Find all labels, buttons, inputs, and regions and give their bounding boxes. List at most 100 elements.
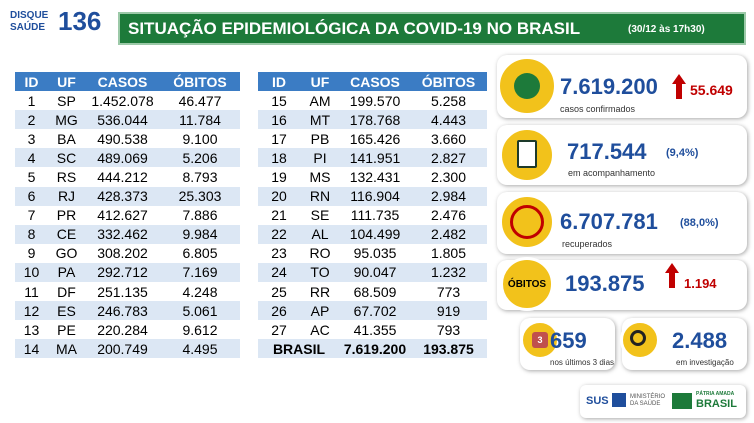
column-header: UF bbox=[57, 73, 76, 90]
cell: 19 bbox=[271, 168, 287, 185]
ministry: MINISTÉRIO DA SAÚDE bbox=[630, 394, 666, 407]
table-row: 26 AP 67.702 919 bbox=[258, 301, 487, 321]
cell: 25.303 bbox=[178, 188, 222, 205]
indicator-percent: (9,4%) bbox=[666, 147, 699, 159]
column-header: ID bbox=[24, 73, 39, 90]
cell: 199.570 bbox=[349, 92, 401, 109]
column-header: CASOS bbox=[97, 73, 148, 90]
cell: 68.509 bbox=[353, 283, 397, 300]
cell: 46.477 bbox=[178, 92, 222, 109]
table-row: 22 AL 104.499 2.482 bbox=[258, 224, 487, 244]
table-row: 17 PB 165.426 3.660 bbox=[258, 129, 487, 149]
cell: 490.538 bbox=[97, 130, 148, 147]
column-header: UF bbox=[310, 73, 330, 90]
table-row: 16 MT 178.768 4.443 bbox=[258, 110, 487, 130]
indicator-label: recuperados bbox=[562, 239, 613, 249]
table-row: 4 SC 489.069 5.206 bbox=[15, 148, 240, 168]
cell: 200.749 bbox=[97, 340, 148, 357]
cell: 3.660 bbox=[430, 130, 467, 147]
cell: AM bbox=[309, 92, 331, 109]
cell: 6 bbox=[27, 188, 36, 205]
cell: 2.827 bbox=[430, 149, 467, 166]
cell: ES bbox=[57, 302, 76, 319]
cell: 919 bbox=[436, 302, 461, 319]
cell: TO bbox=[310, 264, 330, 281]
indicator-label: casos confirmados bbox=[560, 104, 636, 114]
cell: 20 bbox=[271, 188, 287, 205]
cell: BA bbox=[57, 130, 76, 147]
cell: 8 bbox=[27, 226, 36, 243]
cell: 26 bbox=[271, 302, 287, 319]
cell: PI bbox=[313, 149, 327, 166]
cell: PA bbox=[57, 264, 76, 281]
indicator-percent: (88,0%) bbox=[680, 217, 719, 229]
no-virus-icon bbox=[510, 205, 544, 239]
brasil: BRASIL bbox=[696, 398, 737, 410]
cell: DF bbox=[57, 283, 76, 300]
total-obitos: 193.875 bbox=[423, 340, 474, 357]
cell: 13 bbox=[23, 321, 40, 338]
arrow-up bbox=[665, 263, 679, 273]
cell: 2.984 bbox=[430, 188, 467, 205]
logo-text: DISQUE bbox=[10, 10, 49, 21]
cell: 3 bbox=[27, 130, 36, 147]
table-row: 21 SE 111.735 2.476 bbox=[258, 205, 487, 225]
table-row: 11 DF 251.135 4.248 bbox=[15, 282, 240, 302]
table-row: 8 CE 332.462 9.984 bbox=[15, 224, 240, 244]
cell: PR bbox=[56, 207, 77, 224]
plus-icon bbox=[612, 393, 626, 407]
column-header: ID bbox=[272, 73, 286, 90]
cell: 165.426 bbox=[349, 130, 401, 147]
cell: 90.047 bbox=[353, 264, 397, 281]
cell: MT bbox=[309, 111, 331, 128]
cell: 12 bbox=[23, 302, 40, 319]
cell: 489.069 bbox=[97, 149, 148, 166]
timestamp: (30/12 às 17h30) bbox=[628, 24, 705, 35]
table-row: 20 RN 116.904 2.984 bbox=[258, 186, 487, 206]
table-row: 10 PA 292.712 7.169 bbox=[15, 262, 240, 282]
cell: 11.784 bbox=[179, 111, 221, 128]
cell: 444.212 bbox=[97, 168, 148, 185]
cell: 220.284 bbox=[97, 321, 148, 338]
cell: 16 bbox=[271, 111, 287, 128]
column-header: ÓBITOS bbox=[421, 73, 476, 90]
indicator-value: 717.544 bbox=[567, 139, 647, 164]
cell: PE bbox=[57, 321, 76, 338]
icon-circle bbox=[500, 257, 554, 311]
logo-number: 136 bbox=[58, 6, 102, 36]
indicator-value: 659 bbox=[550, 328, 587, 353]
cell: 132.431 bbox=[349, 168, 401, 185]
indicator-change: 1.194 bbox=[684, 276, 717, 291]
cell: SE bbox=[310, 207, 330, 224]
table-row: 23 RO 95.035 1.805 bbox=[258, 243, 487, 263]
cell: 332.462 bbox=[97, 226, 148, 243]
cell: 1 bbox=[27, 92, 36, 109]
virus-icon bbox=[514, 73, 540, 99]
cell: MS bbox=[309, 168, 331, 185]
cell: 95.035 bbox=[353, 245, 397, 262]
table-row: 5 RS 444.212 8.793 bbox=[15, 167, 240, 187]
cell: 1.452.078 bbox=[91, 92, 154, 109]
cell: 18 bbox=[271, 149, 287, 166]
cell: 6.805 bbox=[182, 245, 218, 262]
table-header: ID UF CASOS ÓBITOS bbox=[15, 72, 240, 91]
arrow-shaft bbox=[676, 83, 682, 99]
cell: 2.482 bbox=[430, 226, 467, 243]
cell: 15 bbox=[271, 92, 287, 109]
cell: CE bbox=[56, 226, 77, 243]
total-row: BRASIL 7.619.200 193.875 bbox=[258, 339, 487, 359]
cell: 23 bbox=[271, 245, 287, 262]
cell: GO bbox=[55, 245, 78, 262]
indicator-value: 6.707.781 bbox=[560, 209, 658, 234]
table-row: 2 MG 536.044 11.784 bbox=[15, 110, 240, 130]
cell: 9.100 bbox=[182, 130, 218, 147]
arrow-shaft bbox=[669, 272, 675, 288]
cell: 2 bbox=[27, 111, 36, 128]
cell: 9 bbox=[27, 245, 36, 262]
table-row: 12 ES 246.783 5.061 bbox=[15, 301, 240, 321]
cell: 8.793 bbox=[182, 168, 218, 185]
cell: AL bbox=[311, 226, 329, 243]
cell: 5.258 bbox=[430, 92, 467, 109]
table-row: 24 TO 90.047 1.232 bbox=[258, 262, 487, 282]
